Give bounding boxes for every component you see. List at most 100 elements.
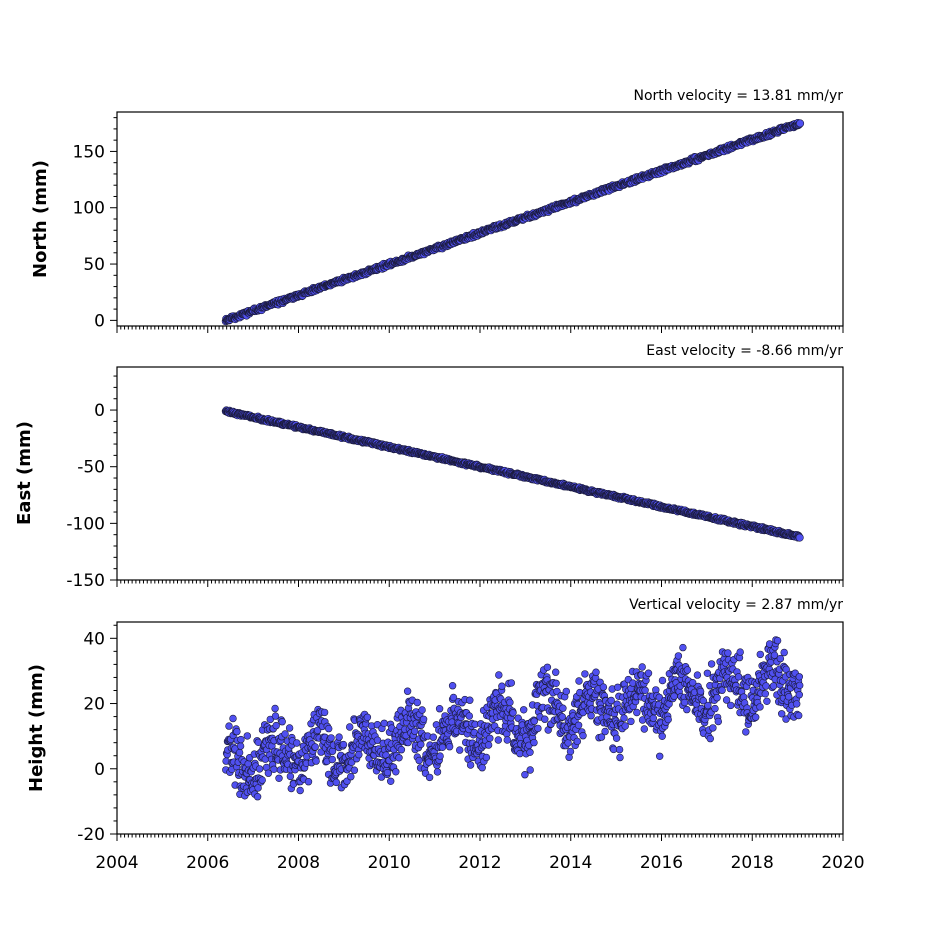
data-point <box>679 643 687 652</box>
x-tick-label: 2016 <box>640 853 683 873</box>
data-point <box>795 681 804 690</box>
data-point <box>655 752 664 760</box>
data-point <box>286 772 295 781</box>
data-point <box>762 682 770 690</box>
north-ylabel: North (mm) <box>30 160 51 278</box>
data-point <box>498 682 506 690</box>
data-point <box>278 717 286 726</box>
data-point <box>615 745 624 754</box>
data-point <box>521 770 529 779</box>
data-point <box>713 693 721 702</box>
data-point <box>680 698 689 707</box>
data-point <box>225 722 233 730</box>
data-point <box>638 663 646 671</box>
data-point <box>579 731 587 740</box>
y-tick-label: 20 <box>83 695 105 715</box>
data-point <box>658 732 666 740</box>
data-point <box>573 737 581 746</box>
data-point <box>413 698 421 707</box>
y-tick-label: -20 <box>77 825 105 845</box>
y-tick-label: 0 <box>94 760 105 780</box>
data-point <box>275 774 283 782</box>
y-tick-label: 150 <box>73 142 105 162</box>
data-point <box>796 119 805 128</box>
data-point <box>312 757 320 765</box>
data-point <box>383 768 392 777</box>
data-point <box>236 742 245 750</box>
data-point <box>564 739 572 747</box>
data-point <box>587 711 595 720</box>
data-point <box>707 660 716 668</box>
data-point <box>756 650 764 659</box>
data-point <box>683 705 691 714</box>
x-tick-label: 2008 <box>277 853 320 873</box>
data-point <box>304 777 313 786</box>
data-point <box>714 717 722 726</box>
data-point <box>551 668 560 676</box>
data-point <box>411 727 419 735</box>
data-points <box>221 119 805 326</box>
data-point <box>494 736 502 744</box>
y-tick-label: 0 <box>94 311 105 331</box>
data-point <box>380 719 388 727</box>
data-point <box>718 686 726 694</box>
data-point <box>258 776 266 784</box>
data-point <box>429 733 437 741</box>
data-point <box>293 739 301 747</box>
y-axis: -150 -100 -50 0 <box>66 375 117 591</box>
x-tick-label: 2018 <box>731 853 774 873</box>
data-point <box>417 740 425 749</box>
x-tick-label: 2006 <box>186 853 229 873</box>
data-point <box>776 654 785 663</box>
data-point <box>558 713 566 721</box>
data-point <box>495 671 503 679</box>
data-point <box>562 687 570 696</box>
data-point <box>543 663 552 671</box>
data-point <box>335 733 343 741</box>
data-point <box>530 738 538 747</box>
data-point <box>621 722 629 730</box>
data-point <box>726 701 735 710</box>
data-point <box>644 669 653 677</box>
data-point <box>703 669 712 677</box>
data-point <box>403 687 412 695</box>
data-point <box>327 734 335 742</box>
data-point <box>658 676 667 685</box>
data-point <box>530 717 538 725</box>
data-point <box>683 666 692 674</box>
data-point <box>332 778 340 787</box>
data-point <box>509 709 517 717</box>
data-point <box>285 724 294 732</box>
x-axis: 2004 2006 2008 2010 2012 2014 2016 2018 2020 <box>95 834 865 873</box>
data-point <box>612 734 621 742</box>
data-point <box>706 734 714 743</box>
data-point <box>325 724 333 733</box>
data-point <box>696 687 705 696</box>
data-point <box>503 736 511 744</box>
data-point <box>482 753 491 762</box>
data-point <box>581 670 589 678</box>
y-tick-label: 50 <box>83 255 105 275</box>
data-point <box>438 743 447 751</box>
data-point <box>229 714 237 723</box>
data-point <box>736 648 744 656</box>
x-tick-label: 2010 <box>368 853 411 873</box>
data-points <box>222 636 804 801</box>
data-point <box>620 714 628 722</box>
y-tick-label: -100 <box>66 514 105 534</box>
data-point <box>633 708 641 717</box>
data-point <box>769 682 778 690</box>
data-point <box>392 768 400 776</box>
data-point <box>574 721 583 729</box>
data-point <box>664 715 672 724</box>
east-ylabel: East (mm) <box>14 421 35 525</box>
data-point <box>347 772 355 781</box>
x-tick-label: 2004 <box>95 853 138 873</box>
data-point <box>592 668 600 676</box>
north-panel-title: North velocity = 13.81 mm/yr <box>633 88 843 104</box>
data-point <box>507 679 515 687</box>
x-tick-label: 2020 <box>821 853 864 873</box>
data-point <box>296 786 304 795</box>
data-point <box>478 763 486 772</box>
data-point <box>751 713 760 721</box>
